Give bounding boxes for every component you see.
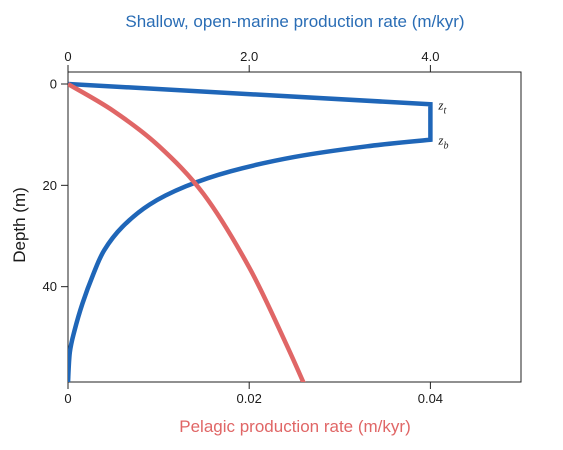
bottom-axis-title: Pelagic production rate (m/kyr) bbox=[179, 417, 410, 436]
ticks-layer: 0 2.0 4.0 0 0.02 0.04 0 20 40 bbox=[43, 49, 444, 406]
top-axis-tick-label: 4.0 bbox=[421, 49, 439, 64]
y-axis-tick-label: 40 bbox=[43, 279, 57, 294]
top-axis-tick-label: 0 bbox=[64, 49, 71, 64]
y-axis-tick-label: 20 bbox=[43, 178, 57, 193]
plot-frame bbox=[67, 71, 522, 383]
depth-marker-label: zt bbox=[437, 97, 446, 116]
shallow-marine-series-line bbox=[68, 81, 433, 382]
series-layer bbox=[68, 81, 433, 382]
y-axis-tick-label: 0 bbox=[50, 77, 57, 92]
y-axis-title: Depth (m) bbox=[10, 187, 29, 263]
top-axis-title: Shallow, open-marine production rate (m/… bbox=[125, 12, 464, 31]
bottom-axis-tick-label: 0.04 bbox=[418, 391, 443, 406]
depth-marker-label: zb bbox=[437, 133, 448, 152]
bottom-axis-tick-label: 0 bbox=[64, 391, 71, 406]
top-axis-tick-label: 2.0 bbox=[240, 49, 258, 64]
bottom-axis-tick-label: 0.02 bbox=[237, 391, 262, 406]
annotations-layer: zt zb bbox=[437, 97, 448, 151]
pelagic-series-line bbox=[68, 82, 306, 382]
